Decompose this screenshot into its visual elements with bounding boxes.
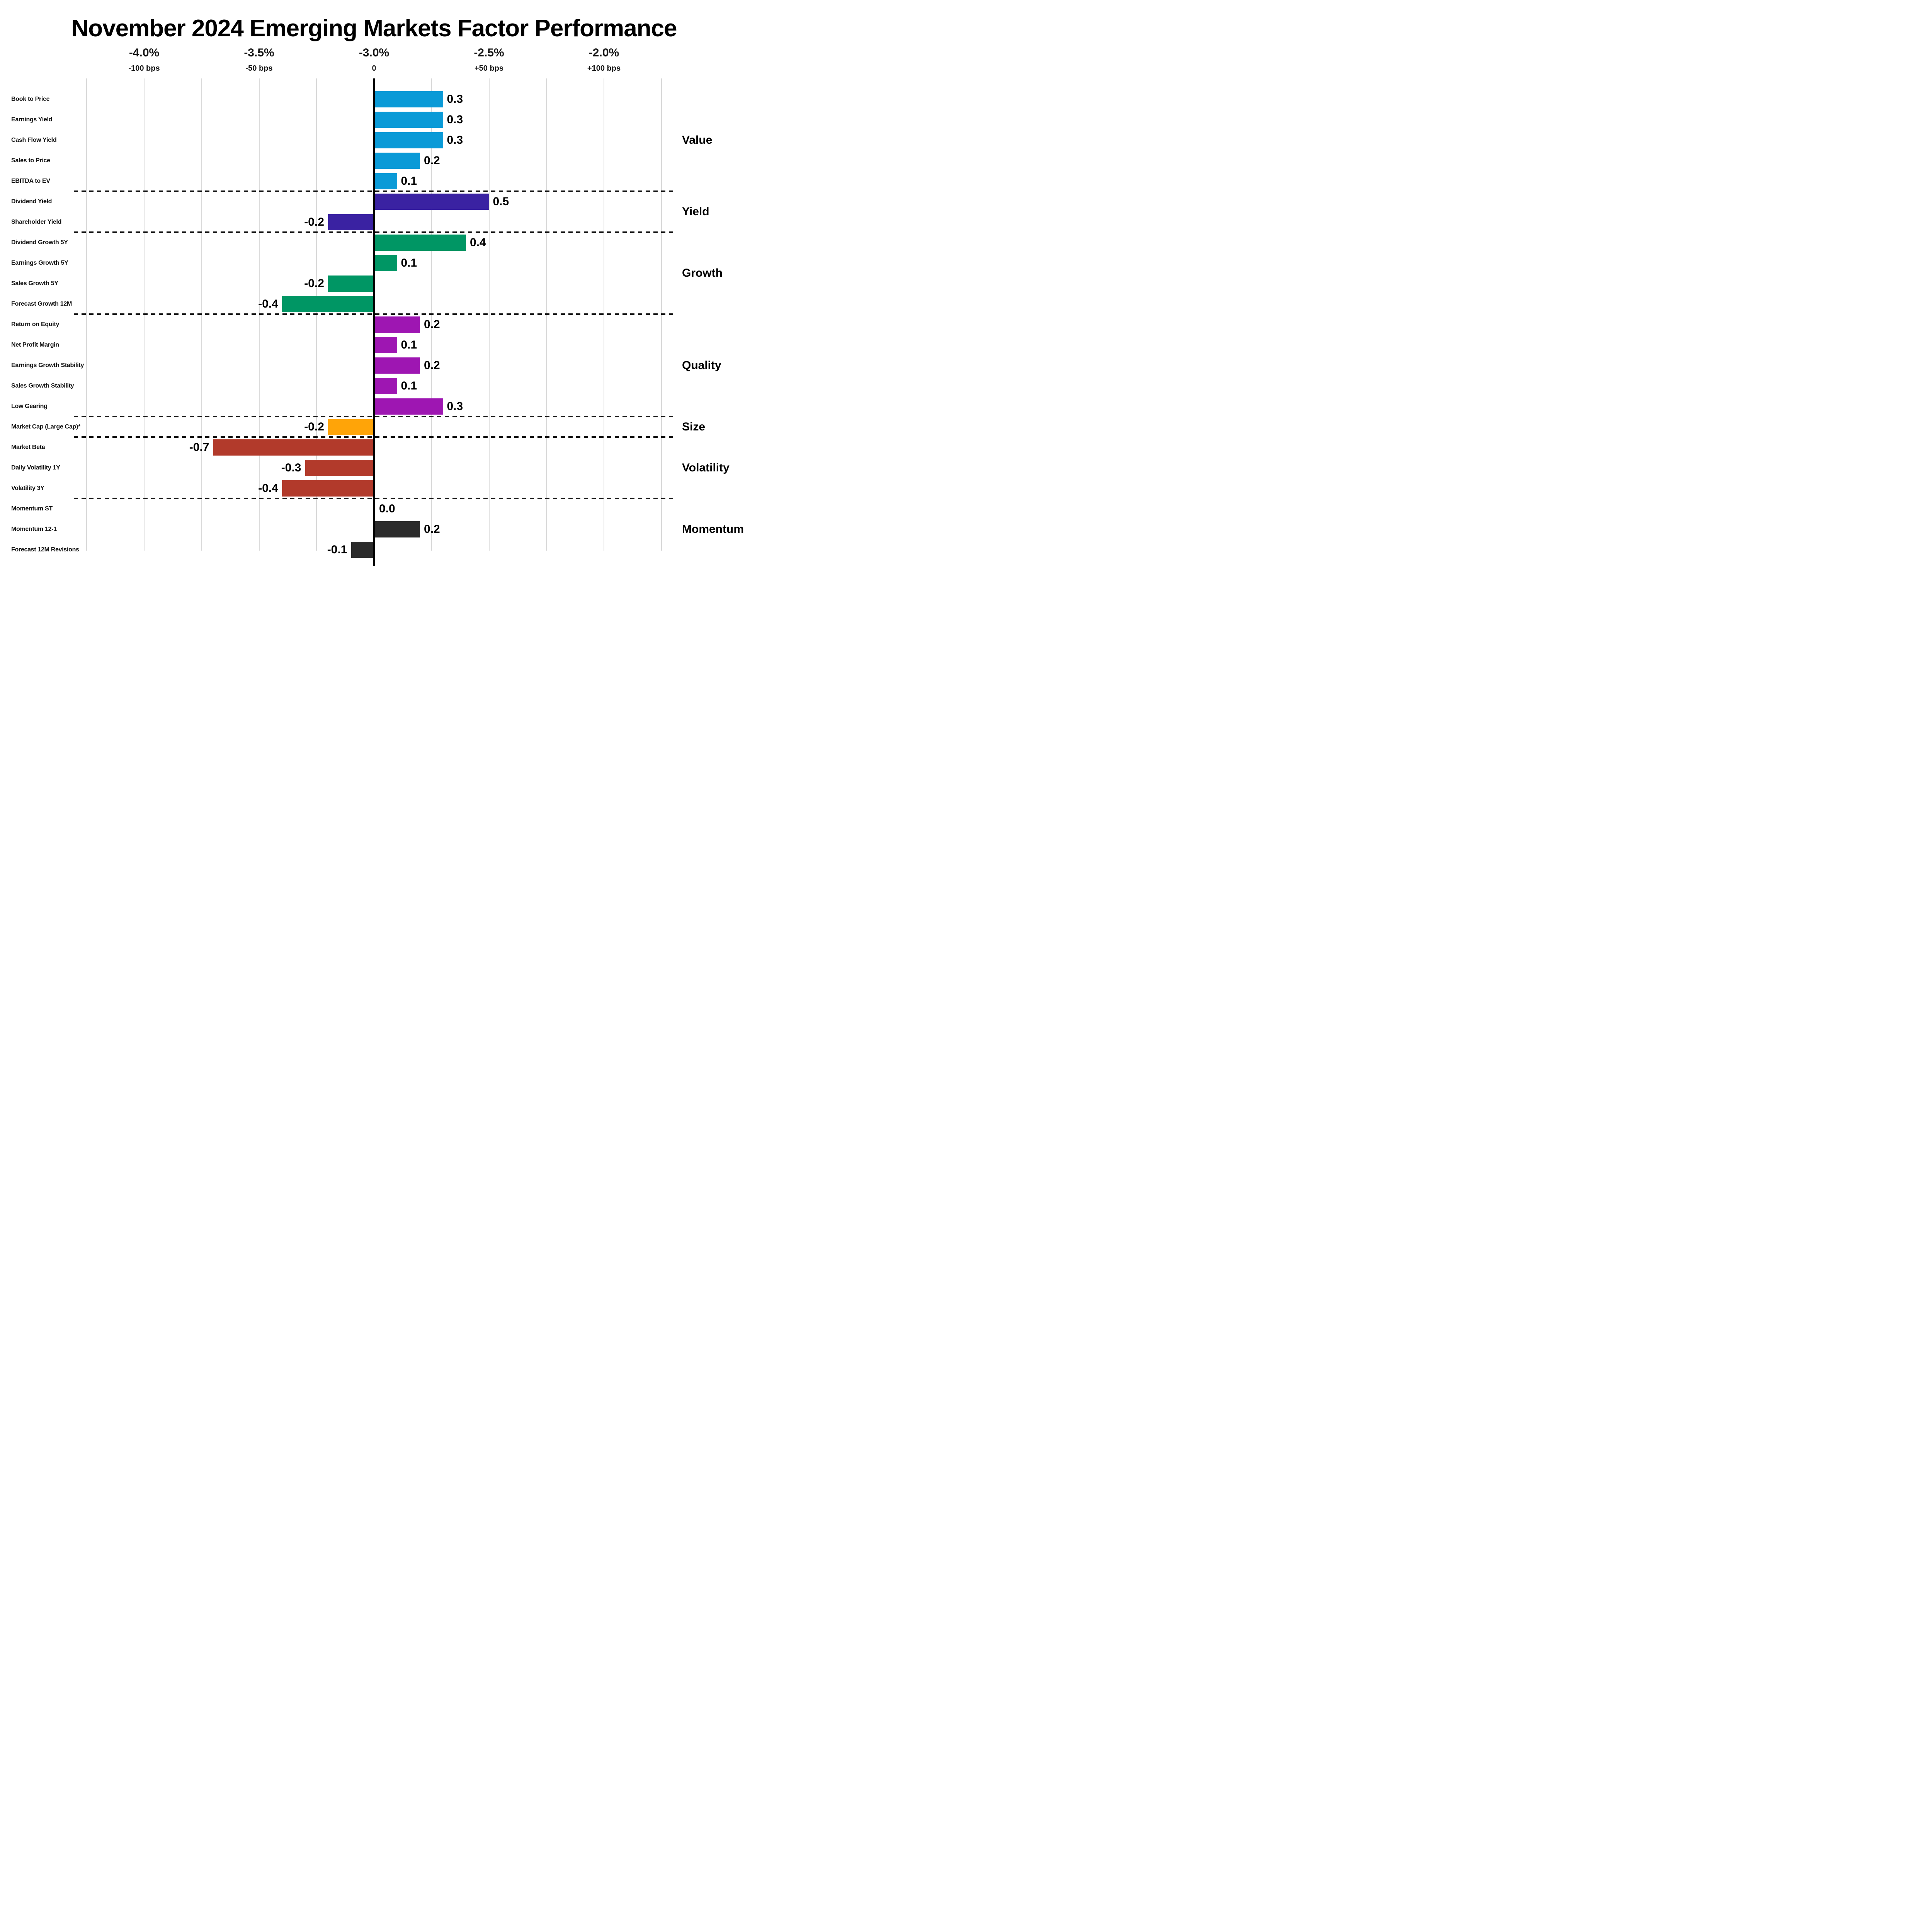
zero-axis-line — [373, 78, 375, 566]
factor-label-shareholder-yield: Shareholder Yield — [11, 219, 62, 225]
value-label-ebitda-to-ev: 0.1 — [401, 175, 417, 187]
factor-label-dividend-growth-5y: Dividend Growth 5Y — [11, 239, 68, 246]
bar-sales-growth-stability — [374, 378, 397, 394]
x-tick-bps-50-bps: -50 bps — [245, 64, 273, 73]
value-label-market-beta: -0.7 — [189, 441, 209, 454]
factor-label-book-to-price: Book to Price — [11, 96, 50, 102]
x-tick-pct-4-0: -4.0% — [129, 46, 160, 59]
factor-label-low-gearing: Low Gearing — [11, 403, 48, 410]
value-label-low-gearing: 0.3 — [447, 400, 463, 413]
group-label-momentum: Momentum — [682, 522, 744, 536]
group-separator — [74, 498, 675, 499]
factor-label-return-on-equity: Return on Equity — [11, 321, 60, 328]
factor-label-ebitda-to-ev: EBITDA to EV — [11, 178, 50, 184]
x-tick-pct-2-5: -2.5% — [474, 46, 504, 59]
factor-label-earnings-yield: Earnings Yield — [11, 116, 53, 123]
value-label-sales-growth-stability: 0.1 — [401, 379, 417, 392]
value-label-dividend-growth-5y: 0.4 — [470, 236, 486, 249]
x-tick-bps-50-bps: +50 bps — [474, 64, 504, 73]
value-label-dividend-yield: 0.5 — [493, 195, 509, 208]
x-tick-pct-3-0: -3.0% — [359, 46, 389, 59]
bar-cash-flow-yield — [374, 132, 443, 148]
factor-label-dividend-yield: Dividend Yield — [11, 198, 52, 205]
value-label-earnings-growth-5y: 0.1 — [401, 257, 417, 269]
factor-label-earnings-growth-5y: Earnings Growth 5Y — [11, 260, 68, 266]
factor-label-market-cap-large-cap: Market Cap (Large Cap)* — [11, 423, 80, 430]
bar-earnings-growth-5y — [374, 255, 397, 271]
factor-label-volatility-3y: Volatility 3Y — [11, 485, 44, 492]
group-separator — [74, 416, 675, 417]
value-label-earnings-growth-stability: 0.2 — [424, 359, 440, 372]
value-label-daily-volatility-1y: -0.3 — [281, 461, 301, 474]
bar-ebitda-to-ev — [374, 173, 397, 189]
value-label-net-profit-margin: 0.1 — [401, 338, 417, 351]
x-tick-pct-3-5: -3.5% — [244, 46, 274, 59]
bar-daily-volatility-1y — [305, 459, 374, 476]
value-label-earnings-yield: 0.3 — [447, 113, 463, 126]
bar-forecast-growth-12m — [282, 296, 374, 312]
bar-earnings-growth-stability — [374, 357, 420, 374]
bar-return-on-equity — [374, 316, 420, 333]
value-label-momentum-12-1: 0.2 — [424, 523, 440, 536]
factor-performance-chart: November 2024 Emerging Markets Factor Pe… — [0, 0, 765, 584]
bar-earnings-yield — [374, 111, 443, 128]
group-separator — [74, 231, 675, 233]
factor-label-net-profit-margin: Net Profit Margin — [11, 342, 59, 348]
bar-dividend-growth-5y — [374, 234, 466, 251]
factor-label-sales-growth-5y: Sales Growth 5Y — [11, 280, 58, 287]
x-tick-bps-100-bps: +100 bps — [587, 64, 621, 73]
bar-momentum-12-1 — [374, 521, 420, 537]
value-label-volatility-3y: -0.4 — [258, 482, 278, 495]
x-tick-pct-2-0: -2.0% — [588, 46, 619, 59]
value-label-book-to-price: 0.3 — [447, 93, 463, 105]
bar-market-beta — [213, 439, 374, 456]
factor-label-sales-to-price: Sales to Price — [11, 157, 50, 164]
bar-net-profit-margin — [374, 337, 397, 353]
bar-sales-growth-5y — [328, 275, 374, 292]
factor-label-forecast-12m-revisions: Forecast 12M Revisions — [11, 546, 79, 553]
group-separator — [74, 436, 675, 438]
x-tick-bps-100-bps: -100 bps — [128, 64, 160, 73]
factor-label-market-beta: Market Beta — [11, 444, 45, 451]
value-label-shareholder-yield: -0.2 — [304, 216, 324, 228]
factor-label-momentum-st: Momentum ST — [11, 505, 53, 512]
bar-shareholder-yield — [328, 214, 374, 230]
factor-label-sales-growth-stability: Sales Growth Stability — [11, 383, 74, 389]
bar-volatility-3y — [282, 480, 374, 497]
factor-label-cash-flow-yield: Cash Flow Yield — [11, 137, 57, 143]
bar-forecast-12m-revisions — [351, 541, 374, 558]
value-label-momentum-st: 0.0 — [379, 502, 395, 515]
group-label-quality: Quality — [682, 359, 721, 372]
x-tick-bps-0: 0 — [372, 64, 376, 73]
group-label-value: Value — [682, 133, 713, 146]
group-label-size: Size — [682, 420, 706, 433]
bar-sales-to-price — [374, 152, 420, 169]
chart-title: November 2024 Emerging Markets Factor Pe… — [71, 15, 677, 42]
factor-label-momentum-12-1: Momentum 12-1 — [11, 526, 57, 532]
value-label-forecast-growth-12m: -0.4 — [258, 298, 278, 310]
bar-low-gearing — [374, 398, 443, 415]
value-label-market-cap-large-cap: -0.2 — [304, 420, 324, 433]
group-label-growth: Growth — [682, 267, 723, 279]
factor-label-forecast-growth-12m: Forecast Growth 12M — [11, 301, 72, 307]
group-label-yield: Yield — [682, 205, 709, 218]
value-label-sales-to-price: 0.2 — [424, 154, 440, 167]
factor-label-earnings-growth-stability: Earnings Growth Stability — [11, 362, 84, 369]
value-label-cash-flow-yield: 0.3 — [447, 134, 463, 146]
group-separator — [74, 190, 675, 192]
group-separator — [74, 313, 675, 315]
bar-dividend-yield — [374, 193, 489, 210]
bar-market-cap-large-cap — [328, 418, 374, 435]
value-label-sales-growth-5y: -0.2 — [304, 277, 324, 290]
group-label-volatility: Volatility — [682, 461, 730, 474]
bar-book-to-price — [374, 91, 443, 107]
factor-label-daily-volatility-1y: Daily Volatility 1Y — [11, 464, 60, 471]
value-label-return-on-equity: 0.2 — [424, 318, 440, 331]
value-label-forecast-12m-revisions: -0.1 — [327, 543, 347, 556]
